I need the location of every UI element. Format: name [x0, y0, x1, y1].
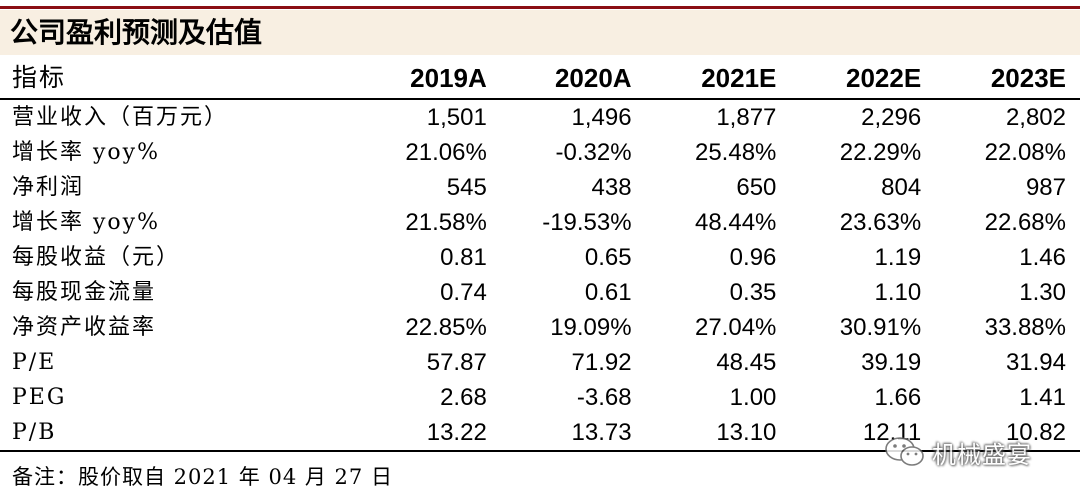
- row-label: 增长率 yoy%: [12, 210, 161, 235]
- row-label: 每股收益（元）: [12, 245, 181, 270]
- cell-value: 0.96: [729, 244, 777, 271]
- table-row: 营业收入（百万元） 1,501 1,496 1,877 2,296 2,802: [0, 99, 1080, 135]
- section-title-bar: 公司盈利预测及估值: [0, 0, 1080, 56]
- cell-value: 1.30: [1019, 279, 1066, 306]
- table-row: P/E 57.87 71.92 48.45 39.19 31.94: [0, 345, 1080, 380]
- cell-value: 1,501: [426, 104, 487, 131]
- cell-value: 0.65: [584, 244, 632, 271]
- title-rule: [0, 6, 1080, 9]
- cell-value: 0.74: [440, 279, 487, 306]
- cell-value: 2,296: [861, 104, 922, 131]
- cell-value: 23.63%: [839, 209, 922, 236]
- cell-value: 804: [881, 174, 922, 201]
- cell-value: 987: [1025, 174, 1066, 201]
- header-year: 2021E: [701, 63, 777, 93]
- row-label: 净利润: [12, 175, 85, 200]
- cell-value: 1.10: [874, 279, 922, 306]
- table-row: 增长率 yoy% 21.06% -0.32% 25.48% 22.29% 22.…: [0, 135, 1080, 170]
- cell-value: 21.58%: [405, 209, 487, 236]
- table-row: PEG 2.68 -3.68 1.00 1.66 1.41: [0, 380, 1080, 415]
- watermark-text: 机械盛宴: [932, 440, 1032, 469]
- cell-value: 22.85%: [405, 314, 487, 341]
- header-year: 2023E: [990, 63, 1066, 93]
- cell-value: 1.46: [1019, 244, 1066, 271]
- cell-value: 1.41: [1019, 384, 1066, 411]
- cell-value: 39.19: [861, 349, 922, 376]
- row-label: 增长率 yoy%: [12, 140, 161, 165]
- header-year: 2022E: [846, 63, 922, 93]
- table-body: 营业收入（百万元） 1,501 1,496 1,877 2,296 2,802 …: [0, 99, 1080, 451]
- cell-value: 1.66: [874, 384, 922, 411]
- table-row: 净资产收益率 22.85% 19.09% 27.04% 30.91% 33.88…: [0, 310, 1080, 345]
- cell-value: -0.32%: [555, 139, 632, 166]
- cell-value: 10.82: [1005, 419, 1066, 446]
- cell-value: 13.10: [716, 419, 777, 446]
- cell-value: 2.68: [440, 384, 487, 411]
- cell-value: -3.68: [576, 384, 632, 411]
- cell-value: 0.61: [584, 279, 632, 306]
- cell-value: 48.45: [716, 349, 777, 376]
- cell-value: 57.87: [426, 349, 487, 376]
- cell-value: 650: [736, 174, 777, 201]
- row-label: 净资产收益率: [12, 315, 157, 340]
- cell-value: 31.94: [1005, 349, 1066, 376]
- header-label: 指标: [12, 63, 67, 92]
- cell-value: 22.68%: [984, 209, 1066, 236]
- cell-value: 1.00: [729, 384, 777, 411]
- cell-value: 21.06%: [405, 139, 487, 166]
- cell-value: 438: [591, 174, 632, 201]
- table-row: 每股现金流量 0.74 0.61 0.35 1.10 1.30: [0, 275, 1080, 310]
- row-label: P/E: [12, 350, 57, 375]
- table-row: 增长率 yoy% 21.58% -19.53% 48.44% 23.63% 22…: [0, 205, 1080, 240]
- row-label: PEG: [12, 385, 67, 410]
- forecast-table: 指标 2019A 2020A 2021E 2022E 2023E 营业收入（百万…: [0, 58, 1080, 452]
- cell-value: 71.92: [571, 349, 632, 376]
- wechat-icon: [885, 437, 924, 466]
- header-year: 2019A: [410, 63, 487, 93]
- title-background: [0, 10, 1080, 55]
- section-title: 公司盈利预测及估值: [10, 16, 263, 49]
- row-label: 每股现金流量: [12, 280, 157, 305]
- cell-value: 25.48%: [694, 139, 777, 166]
- table-header-row: 指标 2019A 2020A 2021E 2022E 2023E: [0, 58, 1080, 99]
- cell-value: 0.35: [729, 279, 777, 306]
- row-label: 营业收入（百万元）: [12, 105, 229, 130]
- cell-value: -19.53%: [542, 209, 632, 236]
- cell-value: 19.09%: [550, 314, 632, 341]
- table-footnote: 备注：股价取自 2021 年 04 月 27 日: [12, 465, 393, 489]
- cell-value: 33.88%: [984, 314, 1066, 341]
- row-label: P/B: [12, 420, 57, 445]
- cell-value: 22.08%: [984, 139, 1066, 166]
- cell-value: 13.22: [426, 419, 487, 446]
- cell-value: 2,802: [1005, 104, 1066, 131]
- cell-value: 1,877: [716, 104, 777, 131]
- cell-value: 1,496: [571, 104, 632, 131]
- cell-value: 48.44%: [694, 209, 777, 236]
- table-row: 净利润 545 438 650 804 987: [0, 170, 1080, 205]
- table-row: 每股收益（元） 0.81 0.65 0.96 1.19 1.46: [0, 240, 1080, 275]
- table-row: P/B 13.22 13.73 13.10 12.11 10.82: [0, 415, 1080, 451]
- cell-value: 0.81: [440, 244, 487, 271]
- cell-value: 1.19: [874, 244, 922, 271]
- cell-value: 22.29%: [839, 139, 922, 166]
- cell-value: 545: [446, 174, 487, 201]
- cell-value: 30.91%: [839, 314, 922, 341]
- cell-value: 27.04%: [694, 314, 777, 341]
- header-year: 2020A: [554, 63, 632, 93]
- cell-value: 13.73: [571, 419, 632, 446]
- watermark: 机械盛宴: [884, 432, 1032, 472]
